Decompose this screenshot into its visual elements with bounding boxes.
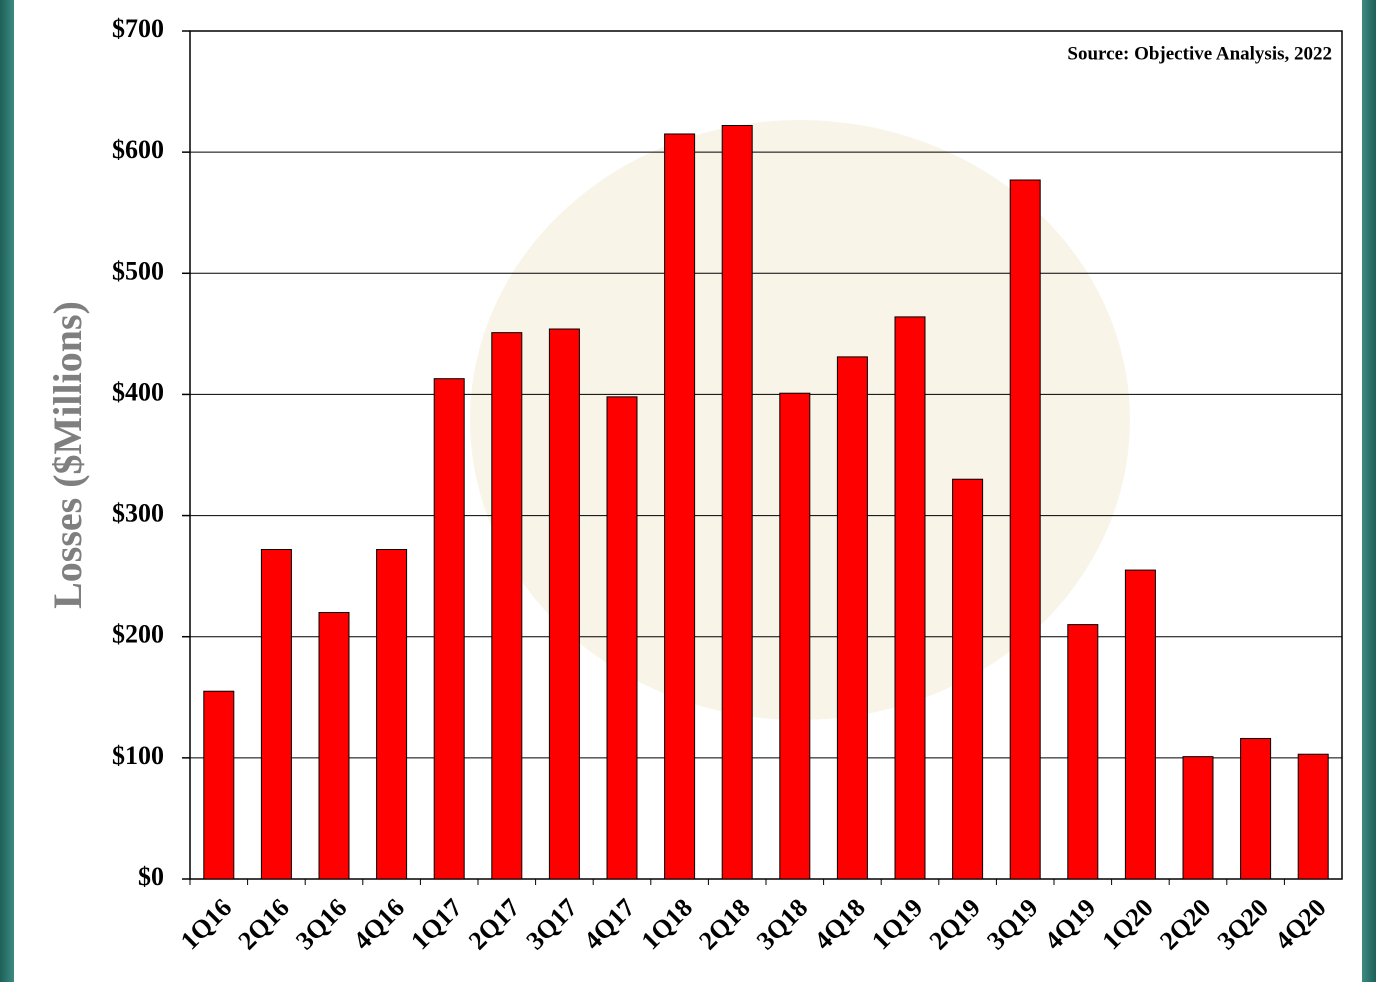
bar (1241, 738, 1271, 879)
bar (204, 691, 234, 879)
y-tick-label: $0 (138, 862, 164, 891)
bar (434, 379, 464, 879)
bar (895, 317, 925, 879)
y-tick-label: $400 (112, 377, 164, 406)
bar (549, 329, 579, 879)
bar (319, 612, 349, 879)
y-axis-label: Losses ($Millions) (45, 301, 90, 609)
bar (377, 549, 407, 879)
bar (1125, 570, 1155, 879)
bar (1183, 757, 1213, 879)
bar (780, 393, 810, 879)
bar (837, 357, 867, 879)
y-tick-label: $200 (112, 620, 164, 649)
bar (492, 333, 522, 879)
source-annotation: Source: Objective Analysis, 2022 (1067, 43, 1332, 64)
bar (1068, 625, 1098, 879)
chart: Losses ($Millions) Source: Objective Ana… (0, 0, 1376, 982)
y-tick-label: $500 (112, 256, 164, 285)
y-tick-label: $300 (112, 499, 164, 528)
bar (261, 549, 291, 879)
bar (722, 125, 752, 879)
bar (1010, 180, 1040, 879)
bar (953, 479, 983, 879)
y-tick-label: $700 (112, 14, 164, 43)
bar (665, 134, 695, 879)
y-tick-label: $600 (112, 135, 164, 164)
y-tick-label: $100 (112, 741, 164, 770)
page: {"chart_data": {"type": "bar", "y_axis_l… (0, 0, 1376, 982)
bar (607, 397, 637, 879)
bar (1298, 754, 1328, 879)
